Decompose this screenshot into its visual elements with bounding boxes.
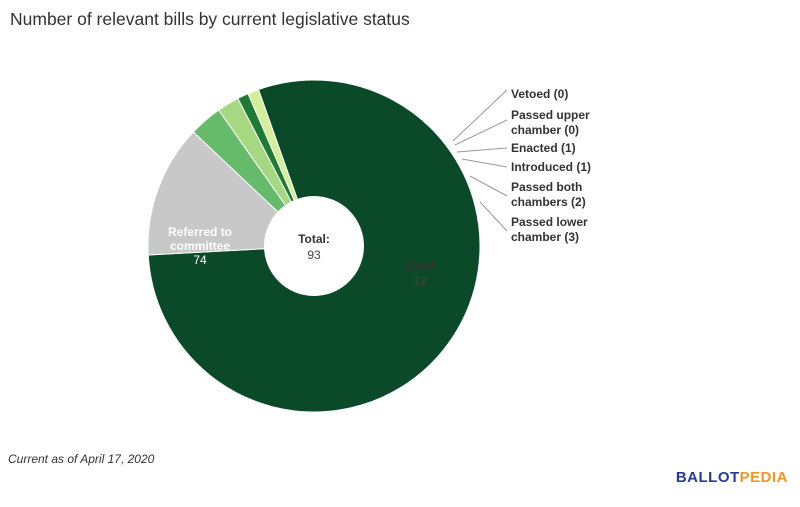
label-vetoed-line-1: Vetoed (0) xyxy=(511,87,568,101)
label-enacted-line-1: Enacted (1) xyxy=(511,141,576,155)
label-dead-value: 12 xyxy=(413,274,427,288)
label-passed-lower-chamber-line-1: Passed lower xyxy=(511,215,588,229)
logo-part-2: PEDIA xyxy=(739,469,788,486)
center-total-label: Total: xyxy=(298,232,330,246)
leader-line-introduced xyxy=(461,158,508,168)
leader-line-vetoed xyxy=(452,89,508,142)
logo-part-1: BALLOT xyxy=(675,469,740,486)
label-referred-value: 74 xyxy=(193,253,207,267)
leader-line-enacted xyxy=(456,147,508,153)
label-referred-line-2: committee xyxy=(170,239,230,253)
leader-line-passed-upper-chamber xyxy=(454,119,508,146)
footnote: Current as of April 17, 2020 xyxy=(8,452,155,466)
label-referred-line-1: Referred to xyxy=(168,225,232,239)
leader-line-passed-both-chambers xyxy=(469,175,508,197)
label-passed-upper-chamber-line-1: Passed upper xyxy=(511,108,590,122)
chart-title: Number of relevant bills by current legi… xyxy=(10,9,410,29)
label-passed-upper-chamber-line-2: chamber (0) xyxy=(511,123,579,137)
label-dead: Dead xyxy=(405,259,434,273)
label-introduced-line-1: Introduced (1) xyxy=(511,160,591,174)
label-passed-both-chambers-line-2: chambers (2) xyxy=(511,195,586,209)
ballotpedia-logo: BALLOTPEDIA xyxy=(676,469,788,486)
center-total-value: 93 xyxy=(307,248,321,262)
leader-line-passed-lower-chamber xyxy=(479,201,508,232)
label-passed-both-chambers-line-1: Passed both xyxy=(511,180,582,194)
donut-hole xyxy=(264,196,364,296)
label-passed-lower-chamber-line-2: chamber (3) xyxy=(511,230,579,244)
